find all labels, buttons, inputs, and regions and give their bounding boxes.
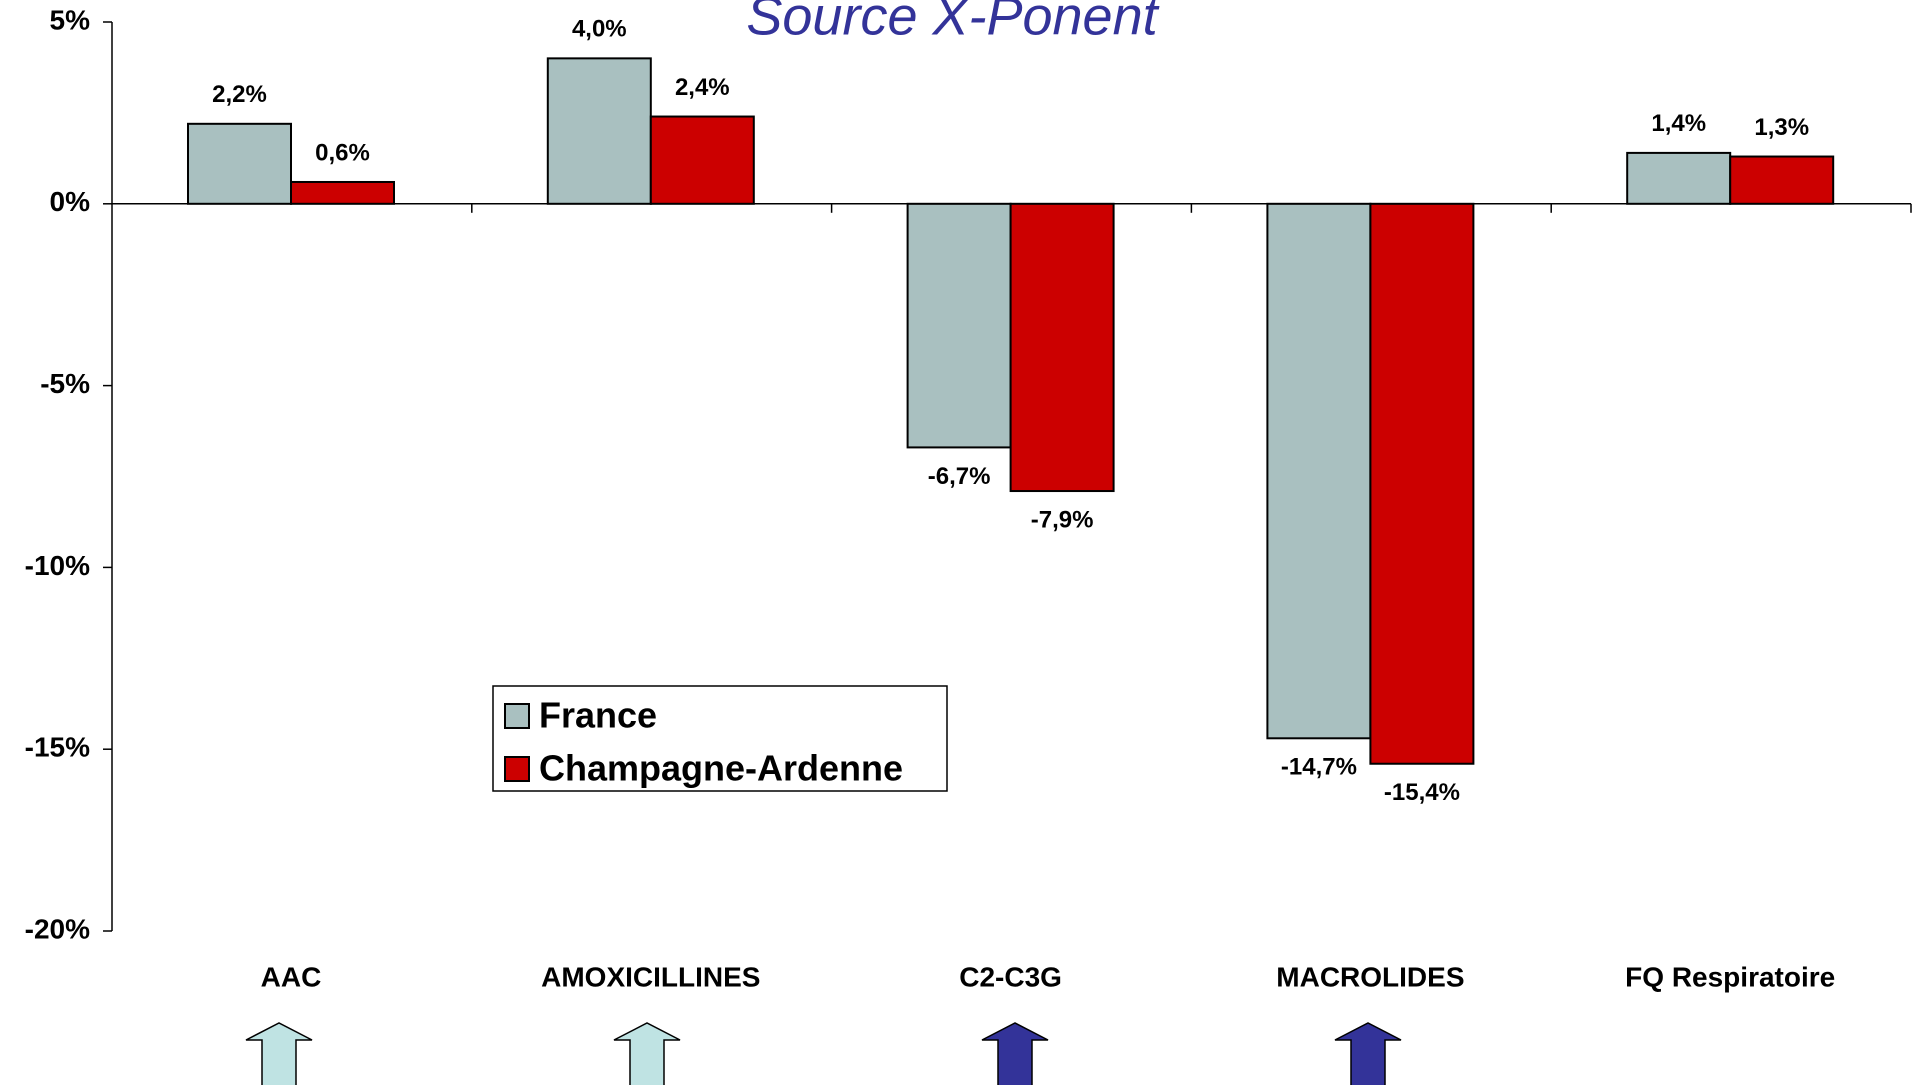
value-label: 2,4% — [675, 74, 730, 101]
bar — [187, 122, 292, 205]
value-label: -14,7% — [1281, 754, 1357, 781]
x-tick-label: MACROLIDES — [1276, 961, 1464, 992]
value-label: -15,4% — [1384, 779, 1460, 806]
legend-box — [492, 685, 948, 792]
legend-label: France — [539, 695, 657, 736]
value-label: 2,2% — [212, 81, 267, 108]
bar — [1009, 202, 1115, 493]
y-tick-label: -15% — [25, 732, 90, 763]
bar — [906, 202, 1012, 449]
y-tick-label: -5% — [40, 368, 90, 399]
legend-label: Champagne-Ardenne — [539, 748, 903, 789]
bar — [1626, 151, 1732, 205]
value-label: 0,6% — [315, 139, 370, 166]
arrow-up — [981, 1022, 1049, 1085]
y-tick-label: 5% — [50, 4, 91, 35]
arrow-up — [1334, 1022, 1402, 1085]
x-tick-label: AAC — [261, 961, 322, 992]
bar — [546, 57, 652, 205]
legend-swatch — [504, 756, 530, 782]
arrow-up — [613, 1022, 681, 1085]
value-label: -6,7% — [928, 463, 991, 490]
y-tick-label: -10% — [25, 550, 90, 581]
x-tick-label: FQ Respiratoire — [1625, 961, 1835, 992]
bar — [1369, 202, 1475, 765]
x-tick-label: AMOXICILLINES — [541, 961, 760, 992]
y-tick-label: 0% — [50, 186, 91, 217]
legend-swatch — [504, 703, 530, 729]
y-tick-label: -20% — [25, 913, 90, 944]
bar — [649, 115, 755, 205]
legend: France Champagne-Ardenne — [492, 685, 948, 792]
value-label: 4,0% — [572, 16, 627, 43]
value-label: 1,3% — [1754, 114, 1809, 141]
bar — [1266, 202, 1372, 740]
bar — [290, 180, 395, 205]
value-label: 1,4% — [1651, 110, 1706, 137]
value-label: -7,9% — [1031, 506, 1094, 533]
arrow-up — [245, 1022, 313, 1085]
arrows — [245, 1022, 1402, 1085]
bar — [1729, 155, 1835, 205]
x-tick-label: C2-C3G — [959, 961, 1062, 992]
chart-title: Source X-Ponent — [746, 0, 1159, 46]
